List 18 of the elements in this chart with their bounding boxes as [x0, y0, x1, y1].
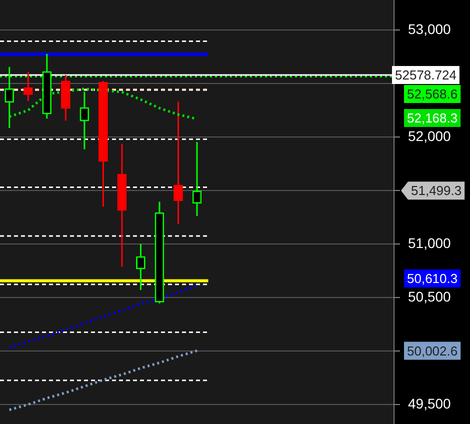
- ref-line-label: 52,568.6: [407, 86, 458, 102]
- text: 51,499.3: [411, 183, 462, 198]
- text: 52,168.3: [407, 110, 458, 126]
- ref-line-label: 52578.724: [395, 68, 456, 83]
- candlestick: [192, 141, 202, 217]
- y-tick-label: 50,500: [408, 288, 452, 304]
- candlestick: [23, 71, 33, 102]
- line-series: [8, 284, 198, 350]
- y-tick-label: 49,500: [408, 395, 452, 412]
- candlestick: [80, 90, 90, 150]
- y-tick-label: 51,000: [408, 234, 452, 251]
- text: 50,002.6: [407, 343, 458, 358]
- candlestick: [136, 243, 146, 291]
- y-tick-label: 53,000: [408, 20, 452, 37]
- y-tick-label: 52,000: [408, 128, 452, 144]
- text: 50,610.3: [407, 271, 458, 286]
- line-series: [8, 349, 198, 412]
- candlestick: [174, 100, 183, 225]
